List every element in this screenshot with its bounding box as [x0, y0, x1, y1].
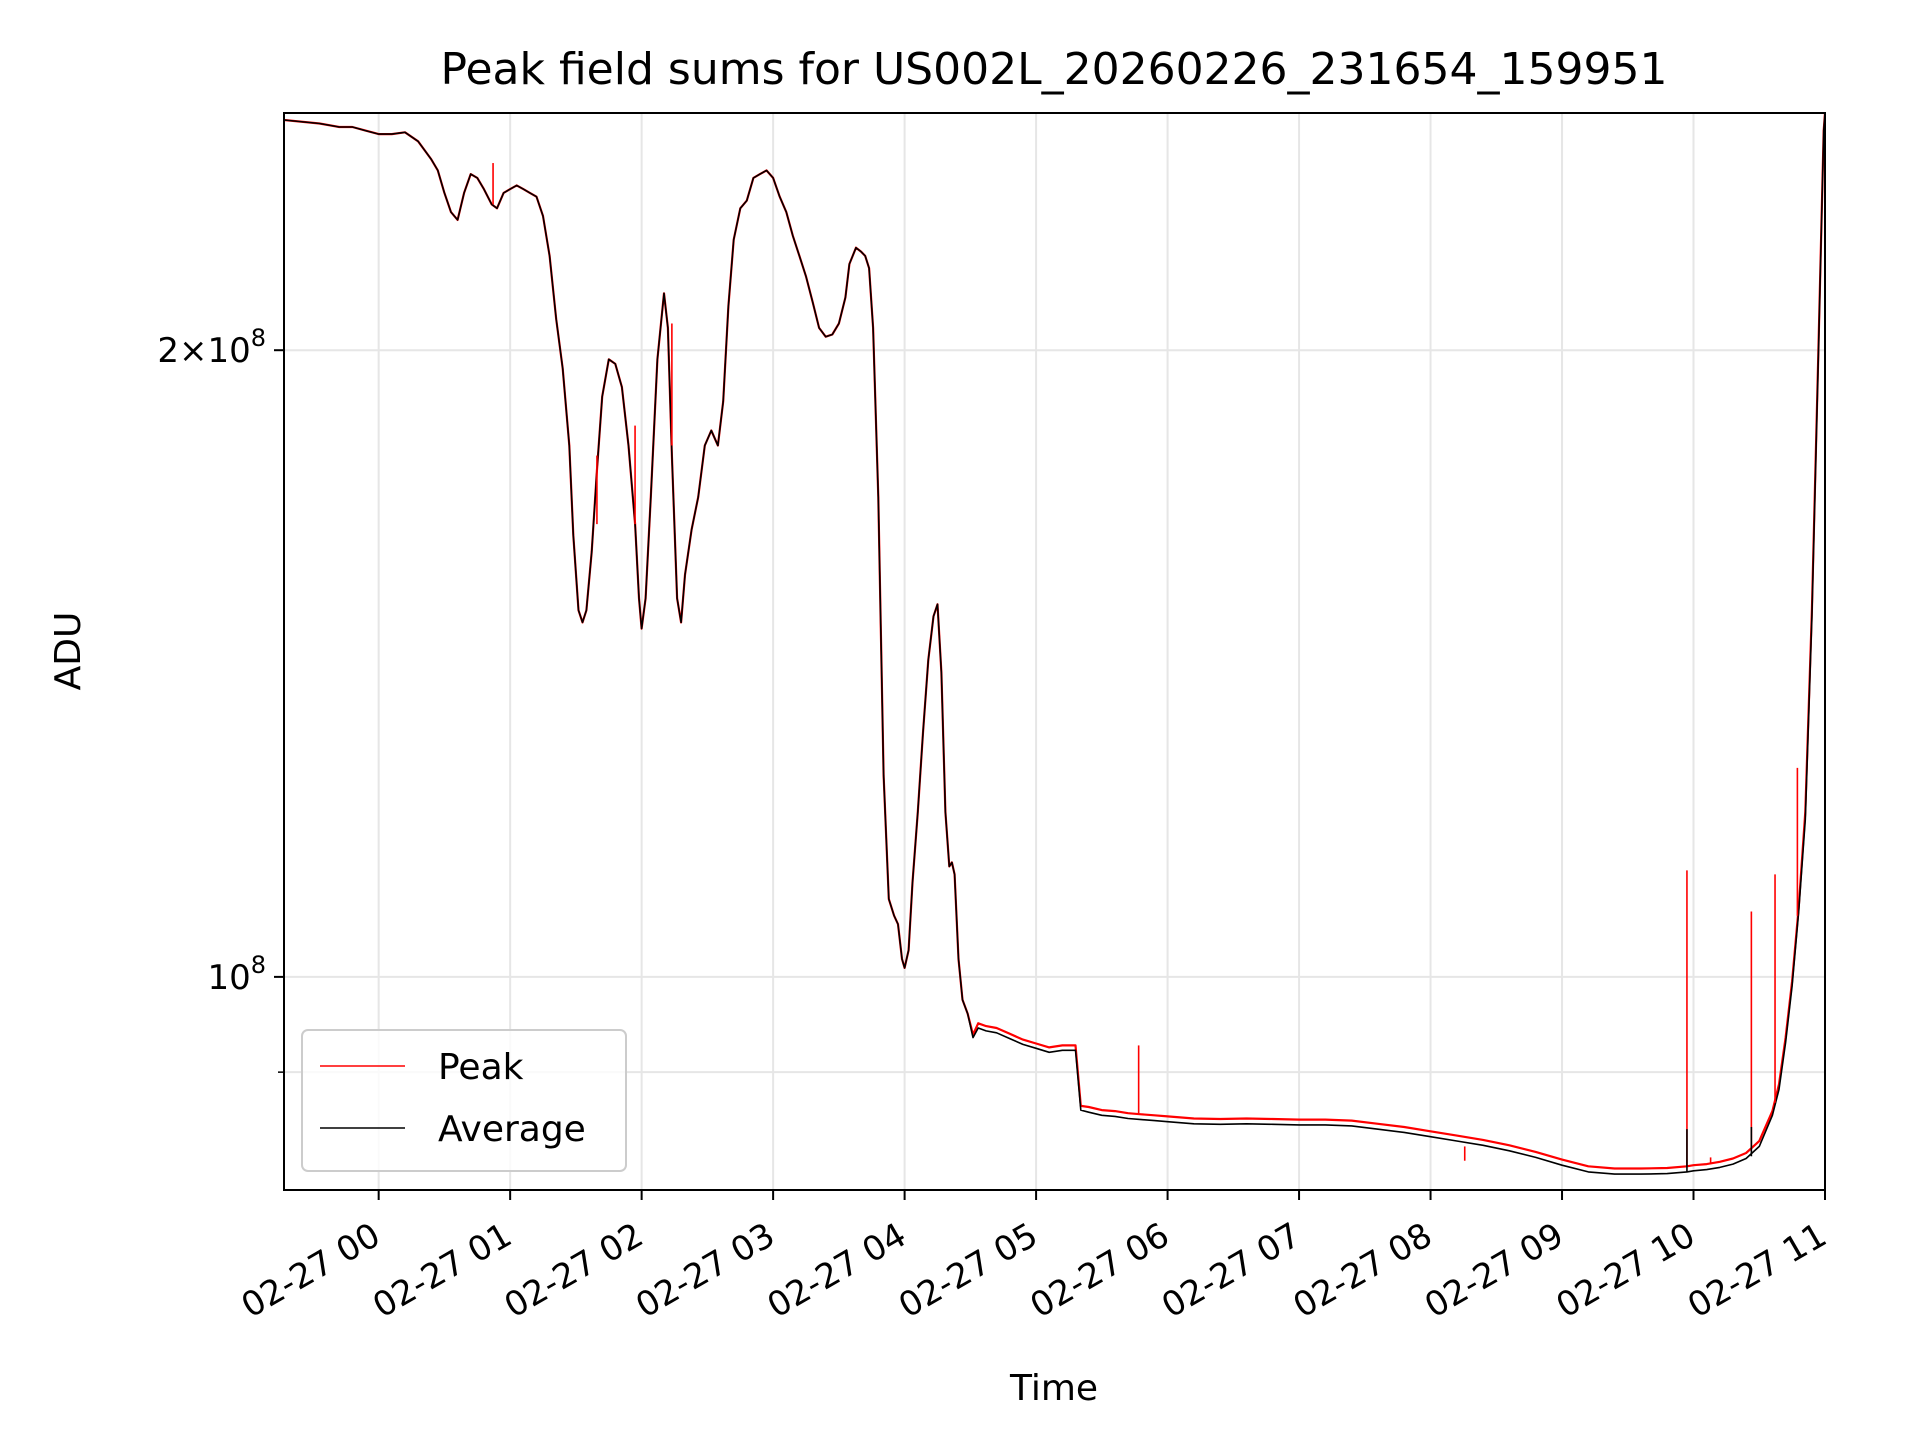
plot-frame	[283, 112, 1826, 1191]
x-axis-label: Time	[1009, 1368, 1098, 1409]
y-tick-label: 2×108	[157, 324, 266, 371]
legend-peak-label: Peak	[438, 1047, 524, 1088]
series-line-average	[284, 113, 1825, 1175]
series-layer	[284, 113, 1825, 1175]
y-tick-label-exp: 8	[251, 324, 266, 352]
legend: Peak Average	[301, 1029, 627, 1172]
y-tick-label-base: 10	[207, 331, 250, 371]
y-tick-label-exp: 8	[251, 951, 266, 979]
y-tick-label-mantissa: 2	[157, 331, 179, 371]
y-axis-label: ADU	[48, 612, 89, 691]
y-tick-label-base: 10	[207, 958, 250, 998]
y-tick-label: 108	[207, 951, 266, 998]
y-tick-label-times: ×	[179, 331, 208, 371]
legend-average-label: Average	[438, 1109, 586, 1150]
chart-title: Peak field sums for US002L_20260226_2316…	[441, 44, 1668, 95]
